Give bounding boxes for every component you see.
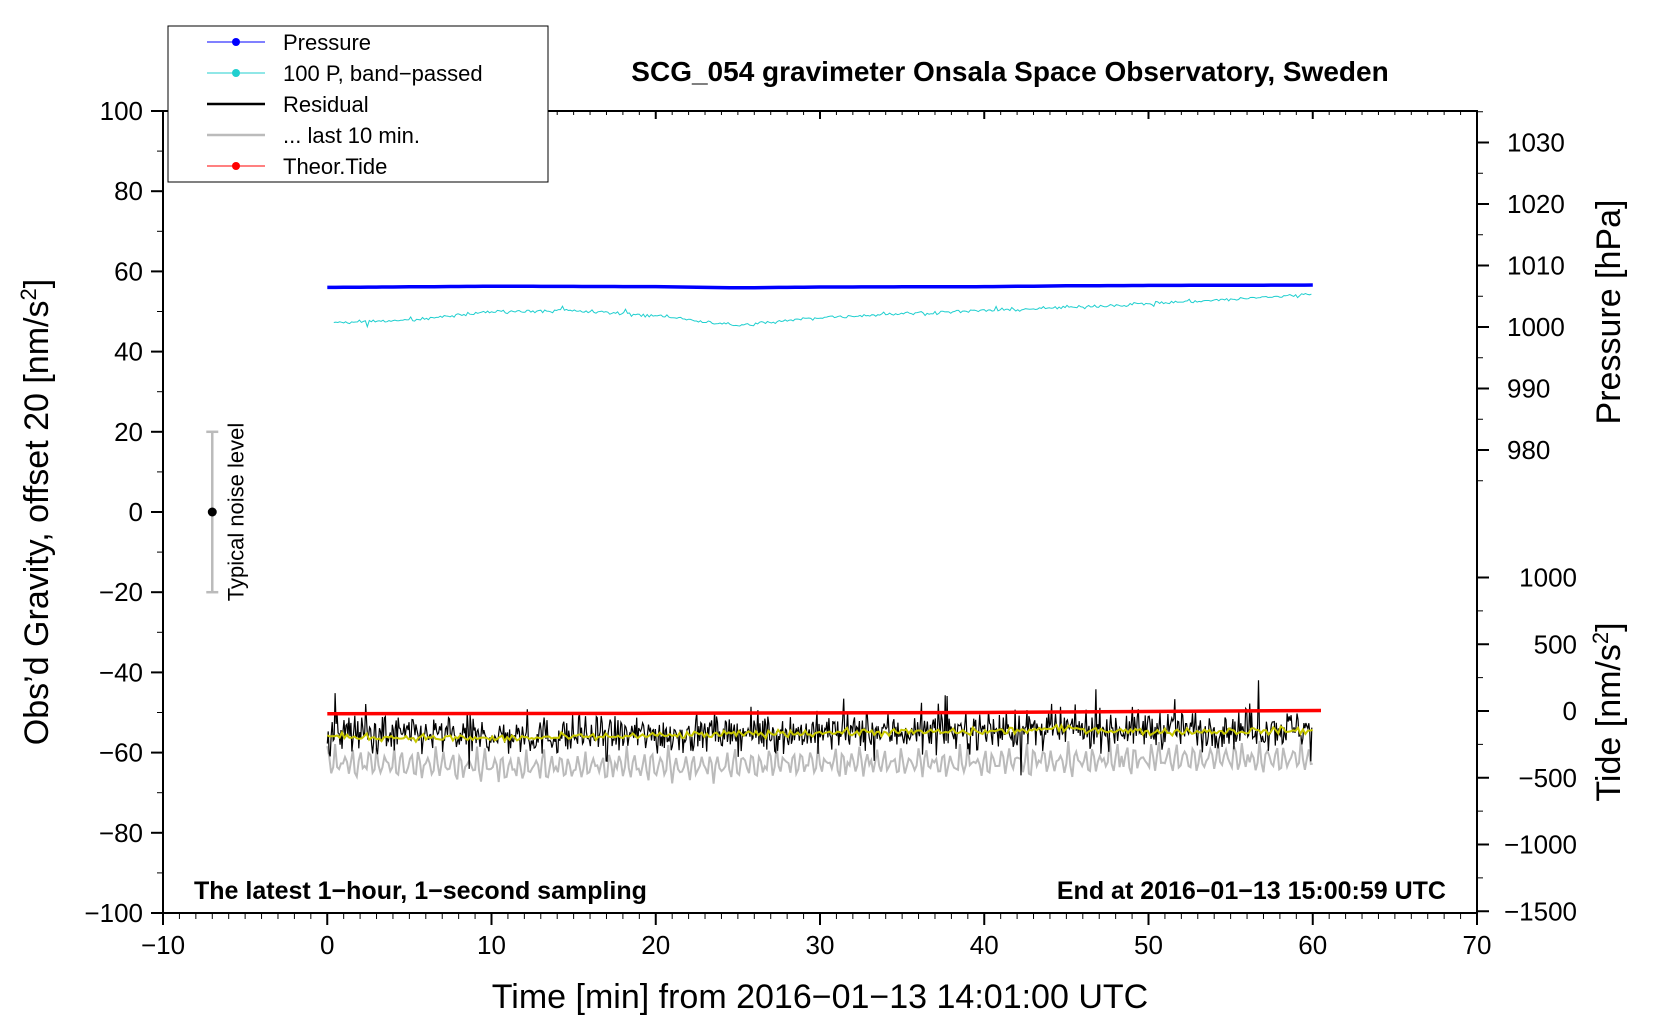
pressure-tick-label: 1030: [1507, 128, 1565, 158]
y-axis-left-title: Obs’d Gravity, offset 20 [nm/s2]: [16, 279, 56, 745]
tide-axis-title: Tide [nm/s2]: [1588, 622, 1628, 801]
chart-title: SCG_054 gravimeter Onsala Space Observat…: [631, 56, 1388, 87]
legend-swatch-marker: [232, 162, 240, 170]
legend-label: Theor.Tide: [283, 154, 387, 179]
pressure-tick-label: 1000: [1507, 312, 1565, 342]
x-tick-label: 60: [1298, 930, 1327, 960]
legend-swatch-marker: [232, 38, 240, 46]
tide-axis-title-sup: 2: [1588, 632, 1613, 644]
y-tick-label-left: 40: [114, 337, 143, 367]
x-tick-label: 70: [1463, 930, 1492, 960]
series-band-passed-pressure: [333, 292, 1312, 329]
annotation-end-time: End at 2016−01−13 15:00:59 UTC: [1057, 877, 1446, 905]
x-tick-label: 30: [806, 930, 835, 960]
series-theor-tide: [327, 708, 1322, 716]
ticks-layer: −10 0 10 20 30 40 50 60 70100806040200−20−40−60−…: [84, 96, 1577, 960]
tide-tick-label: −500: [1518, 763, 1577, 793]
legend-swatch-marker: [232, 69, 240, 77]
legend-label: Pressure: [283, 30, 371, 55]
x-tick-label: 40: [970, 930, 999, 960]
tide-tick-label: 500: [1534, 629, 1577, 659]
noise-bar-center-dot: [207, 507, 217, 517]
y-tick-label-left: 80: [114, 176, 143, 206]
plot-background: [163, 111, 1477, 913]
y-axis-left-title-sup: 2: [16, 288, 41, 300]
series-smoothed-residual: [326, 723, 1313, 744]
series-last-10-min: [326, 737, 1313, 784]
y-axis-left-title-main: Obs’d Gravity, offset 20 [nm/s: [18, 301, 56, 746]
x-tick-label: 50: [1134, 930, 1163, 960]
x-tick-label: 0: [320, 930, 334, 960]
x-tick-label: 20: [641, 930, 670, 960]
tide-axis-title-close: ]: [1590, 622, 1628, 631]
tide-axis-title-main: Tide [nm/s: [1590, 644, 1628, 801]
tide-tick-label: 0: [1563, 696, 1577, 726]
y-tick-label-left: 60: [114, 256, 143, 286]
x-axis-title: Time [min] from 2016−01−13 14:01:00 UTC: [492, 978, 1148, 1016]
y-axis-left-title-close: ]: [18, 279, 56, 288]
tide-tick-label: 1000: [1519, 563, 1577, 593]
y-tick-label-left: −40: [99, 657, 143, 687]
y-tick-label-left: 0: [129, 497, 143, 527]
noise-label: Typical noise level: [223, 423, 248, 602]
pressure-tick-label: 990: [1507, 374, 1550, 404]
pressure-tick-label: 1020: [1507, 189, 1565, 219]
x-tick-label: −10: [141, 930, 185, 960]
y-tick-label-left: −20: [99, 577, 143, 607]
annotation-latest-hour: The latest 1−hour, 1−second sampling: [194, 877, 647, 905]
y-tick-label-left: −100: [84, 898, 143, 928]
noise-bar: Typical noise level: [206, 423, 248, 602]
legend-label: Residual: [283, 92, 369, 117]
y-tick-label-left: 20: [114, 417, 143, 447]
x-tick-label: 10: [477, 930, 506, 960]
pressure-axis-title: Pressure [hPa]: [1590, 200, 1628, 425]
legend: Pressure 100 P, band−passed Residual ... la…: [167, 25, 549, 183]
tide-tick-label: −1500: [1504, 896, 1577, 926]
legend-label: 100 P, band−passed: [283, 61, 483, 86]
pressure-tick-label: 980: [1507, 435, 1550, 465]
y-tick-label-left: −60: [99, 738, 143, 768]
y-tick-label-left: −80: [99, 818, 143, 848]
pressure-tick-label: 1010: [1507, 251, 1565, 281]
y-tick-label-left: 100: [100, 96, 143, 126]
legend-label: ... last 10 min.: [283, 123, 420, 148]
series-pressure: [327, 283, 1313, 290]
data-layer: [326, 283, 1322, 784]
tide-tick-label: −1000: [1504, 830, 1577, 860]
